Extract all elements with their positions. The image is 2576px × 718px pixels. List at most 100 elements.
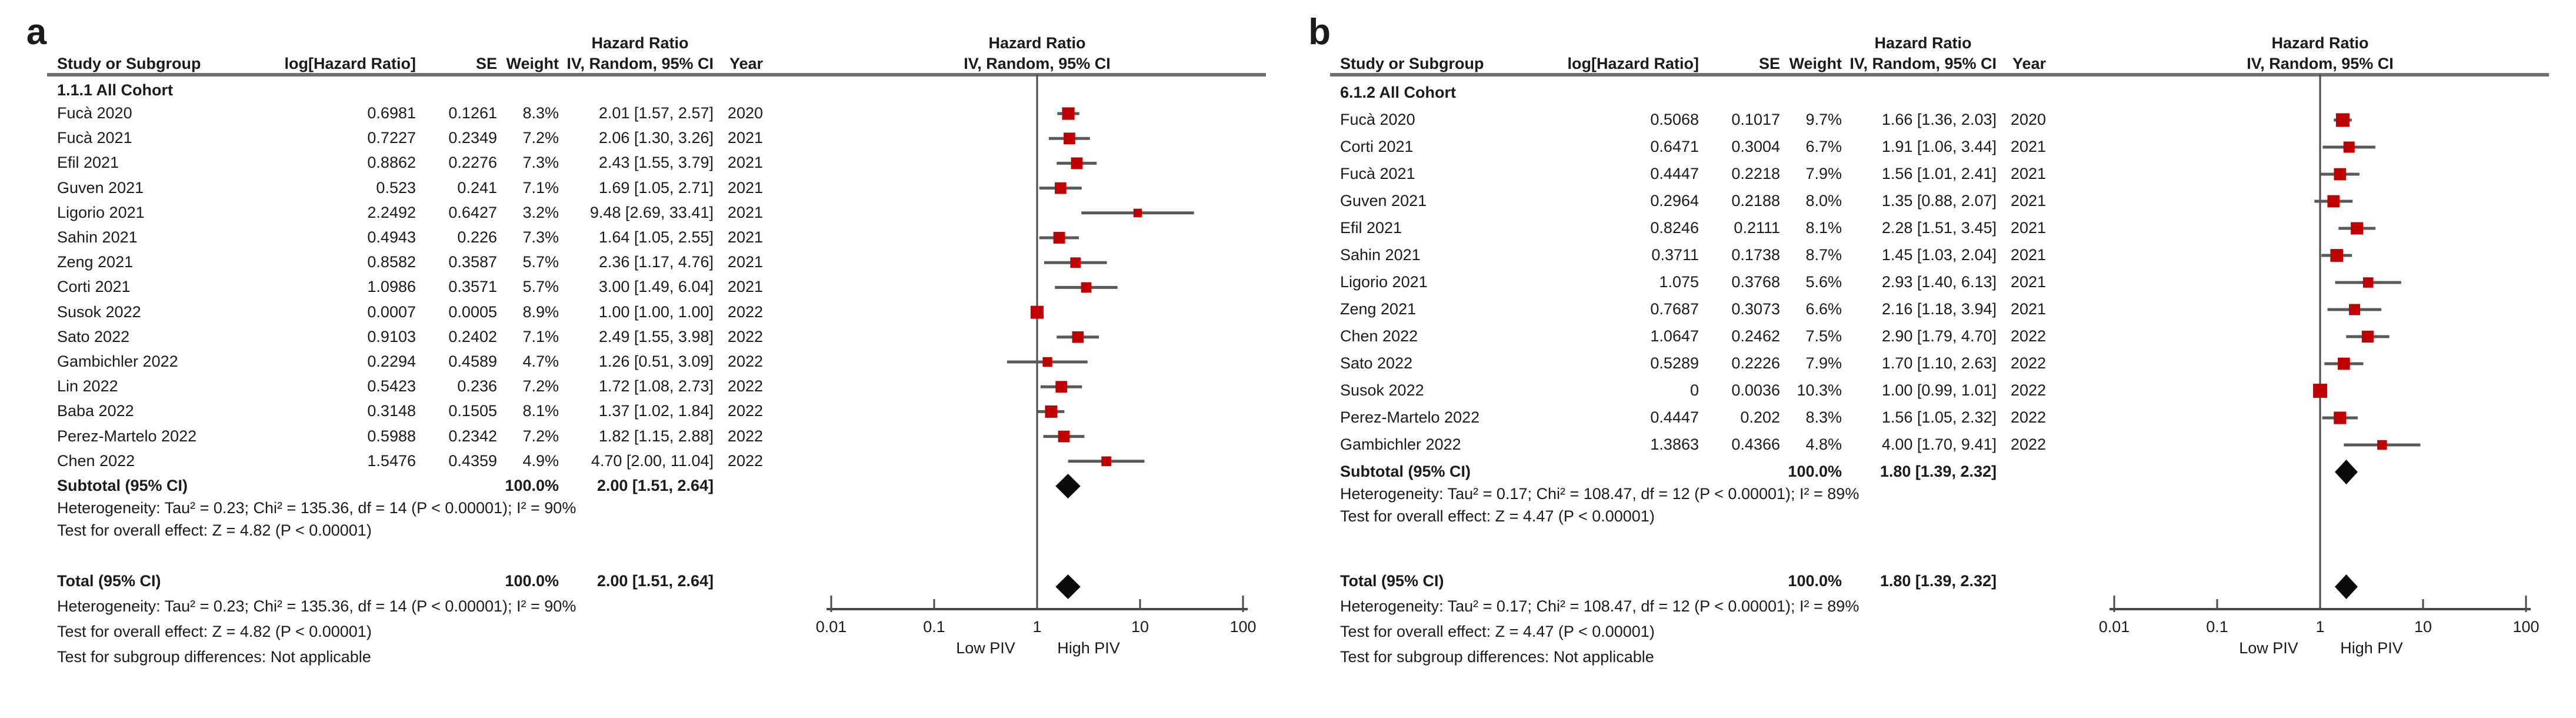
study-name: Guven 2021 (1340, 192, 1427, 210)
panel-letter: b (1308, 11, 1331, 52)
study-weight: 7.9% (1805, 165, 1842, 183)
study-ci: 1.26 [0.51, 3.09] (598, 353, 714, 371)
study-weight: 5.6% (1805, 273, 1842, 291)
effect-marker (1072, 331, 1084, 343)
axis-direction-label-low: Low PIV (2239, 639, 2298, 657)
study-ci: 1.69 [1.05, 2.71] (598, 178, 714, 197)
study-year: 2022 (727, 353, 763, 371)
study-name: Sato 2022 (57, 327, 130, 345)
effect-marker (2335, 113, 2350, 127)
effect-marker (2327, 195, 2340, 208)
study-year: 2021 (727, 203, 763, 221)
study-name: Corti 2021 (57, 278, 131, 296)
effect-marker (1064, 132, 1075, 145)
study-year: 2022 (727, 451, 763, 470)
subtotal-ci: 2.00 [1.51, 2.64] (596, 477, 714, 495)
overall-effect-text: Test for overall effect: Z = 4.47 (P < 0… (1340, 507, 1655, 526)
study-loghr: 0.6471 (1650, 138, 1699, 156)
study-year: 2022 (2010, 436, 2046, 454)
study-weight: 3.2% (522, 203, 559, 221)
study-weight: 6.7% (1805, 138, 1842, 156)
study-loghr: 0.2294 (367, 353, 416, 371)
study-year: 2021 (727, 253, 763, 271)
effect-marker (2334, 168, 2347, 181)
study-se: 0.2226 (1731, 354, 1780, 373)
study-ci: 4.00 [1.70, 9.41] (1881, 436, 1997, 454)
subtotal-weight: 100.0% (1788, 463, 1842, 481)
study-year: 2022 (727, 402, 763, 420)
study-weight: 7.1% (522, 178, 559, 197)
study-loghr: 0.3711 (1651, 246, 1699, 264)
header-rule (1330, 73, 2549, 77)
study-year: 2021 (2010, 138, 2046, 156)
study-ci: 1.00 [0.99, 1.01] (1881, 381, 1997, 400)
study-se: 0.3571 (448, 278, 497, 296)
effect-marker (2334, 411, 2347, 424)
effect-marker (2330, 249, 2344, 262)
axis-tick-label: 10 (1131, 618, 1149, 636)
column-header-weight: Weight (506, 55, 559, 73)
effect-marker (2343, 141, 2355, 153)
study-loghr: 1.075 (1659, 273, 1699, 291)
effect-marker (1055, 182, 1067, 194)
study-ci: 2.43 [1.55, 3.79] (598, 154, 714, 172)
column-header-se: SE (1758, 55, 1780, 73)
axis-tick-label: 0.1 (923, 618, 945, 636)
forest-plot-b (2110, 75, 2531, 612)
study-year: 2020 (2010, 111, 2046, 129)
subgroup-differences-text: Test for subgroup differences: Not appli… (1340, 648, 1654, 666)
overall-effect-text: Test for overall effect: Z = 4.82 (P < 0… (57, 521, 372, 540)
study-loghr: 0.4447 (1650, 408, 1699, 427)
column-header-loghr: log[Hazard Ratio] (284, 55, 416, 73)
study-ci: 1.35 [0.88, 2.07] (1881, 192, 1997, 210)
plot-header-method: IV, Random, 95% CI (2247, 55, 2394, 73)
axis-tick-label: 0.01 (2098, 618, 2130, 636)
study-year: 2022 (727, 427, 763, 445)
study-name: Ligorio 2021 (57, 203, 145, 221)
study-name: Fucà 2021 (1340, 165, 1415, 183)
study-name: Fucà 2020 (57, 104, 132, 122)
study-year: 2021 (2010, 246, 2046, 264)
forest-plot-a (827, 75, 1248, 612)
study-se: 0.2349 (448, 129, 497, 147)
effect-marker (1030, 305, 1044, 319)
effect-marker (1045, 405, 1058, 418)
study-weight: 7.5% (1805, 327, 1842, 345)
axis-tick-label: 0.01 (815, 618, 847, 636)
study-ci: 1.45 [1.03, 2.04] (1881, 246, 1997, 264)
study-name: Lin 2022 (57, 377, 118, 395)
study-loghr: 0.7687 (1650, 300, 1699, 318)
column-header-study: Study or Subgroup (1340, 55, 1484, 73)
study-name: Chen 2022 (1340, 327, 1418, 345)
study-ci: 1.56 [1.05, 2.32] (1881, 408, 1997, 427)
study-se: 0.226 (457, 228, 497, 247)
study-weight: 7.2% (522, 129, 559, 147)
study-loghr: 1.0647 (1650, 327, 1699, 345)
subtotal-row: Subtotal (95% CI) (1340, 463, 1471, 481)
study-name: Sahin 2021 (57, 228, 138, 247)
effect-marker (1055, 381, 1068, 393)
study-name: Susok 2022 (57, 303, 141, 321)
effect-marker (2361, 330, 2374, 343)
study-name: Corti 2021 (1340, 138, 1414, 156)
study-loghr: 1.0986 (367, 278, 416, 296)
subtotal-weight: 100.0% (505, 477, 559, 495)
study-loghr: 0.7227 (367, 129, 416, 147)
study-name: Efil 2021 (1340, 219, 1402, 237)
study-se: 0.2342 (448, 427, 497, 445)
study-year: 2021 (727, 154, 763, 172)
column-header-year: Year (729, 55, 763, 73)
study-weight: 6.6% (1805, 300, 1842, 318)
study-year: 2021 (2010, 219, 2046, 237)
study-loghr: 1.3863 (1650, 436, 1699, 454)
study-se: 0.1017 (1731, 111, 1780, 129)
study-weight: 8.0% (1805, 192, 1842, 210)
study-name: Zeng 2021 (1340, 300, 1417, 318)
study-se: 0.0036 (1731, 381, 1780, 400)
study-weight: 8.1% (522, 402, 559, 420)
study-se: 0.2462 (1731, 327, 1780, 345)
study-loghr: 0.4943 (367, 228, 416, 247)
total-ci: 1.80 [1.39, 2.32] (1879, 572, 1997, 590)
study-year: 2022 (727, 377, 763, 395)
study-weight: 4.9% (522, 451, 559, 470)
